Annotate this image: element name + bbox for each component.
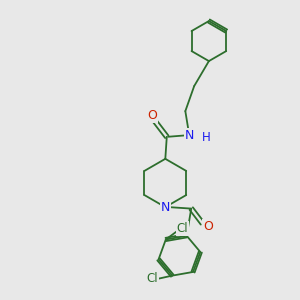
Text: O: O	[203, 220, 213, 233]
Text: N: N	[160, 201, 170, 214]
Text: Cl: Cl	[147, 272, 158, 285]
Text: O: O	[147, 109, 157, 122]
Text: Cl: Cl	[176, 222, 188, 236]
Text: H: H	[202, 131, 210, 144]
Text: N: N	[185, 129, 194, 142]
